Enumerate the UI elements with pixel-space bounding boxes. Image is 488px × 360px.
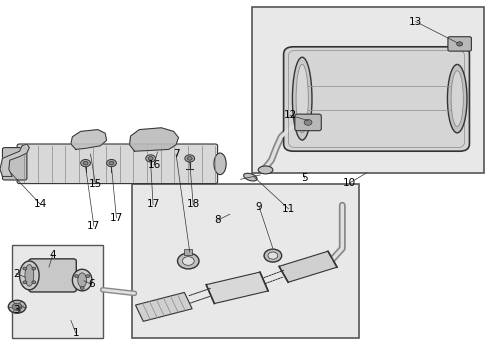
FancyBboxPatch shape — [283, 47, 468, 151]
Text: 7: 7 — [172, 149, 179, 159]
Ellipse shape — [214, 153, 226, 175]
Circle shape — [184, 155, 194, 162]
Text: 17: 17 — [87, 221, 101, 231]
Circle shape — [106, 159, 116, 167]
Text: 15: 15 — [88, 179, 102, 189]
Ellipse shape — [25, 265, 34, 286]
Text: 2: 2 — [13, 269, 20, 279]
Bar — [184, 249, 192, 255]
Ellipse shape — [456, 42, 462, 46]
Ellipse shape — [243, 173, 257, 181]
Circle shape — [83, 161, 88, 165]
Text: 6: 6 — [88, 279, 95, 289]
Circle shape — [264, 249, 281, 262]
Circle shape — [12, 303, 22, 310]
Text: 4: 4 — [49, 250, 56, 260]
Bar — [279, 251, 336, 282]
Circle shape — [81, 159, 90, 167]
Ellipse shape — [450, 71, 463, 127]
Ellipse shape — [304, 120, 311, 125]
Text: 3: 3 — [13, 305, 20, 315]
Polygon shape — [0, 144, 29, 176]
Polygon shape — [129, 128, 178, 151]
FancyBboxPatch shape — [2, 148, 27, 180]
Circle shape — [23, 281, 27, 284]
Ellipse shape — [295, 64, 307, 133]
Circle shape — [32, 281, 36, 284]
Ellipse shape — [258, 166, 272, 174]
Text: 12: 12 — [283, 110, 296, 120]
Circle shape — [80, 287, 84, 289]
Circle shape — [267, 252, 277, 259]
Circle shape — [23, 267, 27, 270]
Circle shape — [109, 161, 114, 165]
Text: 17: 17 — [109, 213, 123, 223]
FancyBboxPatch shape — [294, 114, 321, 131]
Text: 13: 13 — [408, 17, 422, 27]
Circle shape — [8, 300, 26, 313]
Text: 10: 10 — [343, 178, 355, 188]
Text: 14: 14 — [34, 199, 47, 210]
Circle shape — [148, 157, 153, 160]
Bar — [251, 7, 483, 173]
Bar — [206, 272, 267, 303]
Text: 1: 1 — [72, 328, 79, 338]
FancyBboxPatch shape — [17, 144, 217, 184]
Ellipse shape — [447, 64, 466, 133]
Text: 16: 16 — [147, 160, 161, 170]
Text: 11: 11 — [281, 204, 295, 214]
Bar — [12, 245, 102, 338]
Text: 8: 8 — [214, 215, 221, 225]
Circle shape — [32, 267, 36, 270]
Circle shape — [187, 157, 192, 160]
Ellipse shape — [72, 269, 92, 291]
Text: 18: 18 — [186, 199, 200, 210]
Circle shape — [85, 275, 89, 278]
FancyBboxPatch shape — [135, 292, 192, 321]
FancyBboxPatch shape — [447, 37, 470, 51]
FancyBboxPatch shape — [29, 259, 76, 292]
Circle shape — [145, 155, 155, 162]
Ellipse shape — [20, 261, 39, 290]
Text: 5: 5 — [301, 173, 307, 183]
Polygon shape — [71, 130, 106, 149]
Text: 17: 17 — [146, 199, 160, 210]
Bar — [132, 184, 359, 338]
Circle shape — [75, 275, 79, 278]
Ellipse shape — [78, 273, 86, 287]
Circle shape — [182, 257, 194, 265]
Ellipse shape — [292, 57, 311, 140]
Circle shape — [177, 253, 199, 269]
Text: 9: 9 — [255, 202, 262, 212]
